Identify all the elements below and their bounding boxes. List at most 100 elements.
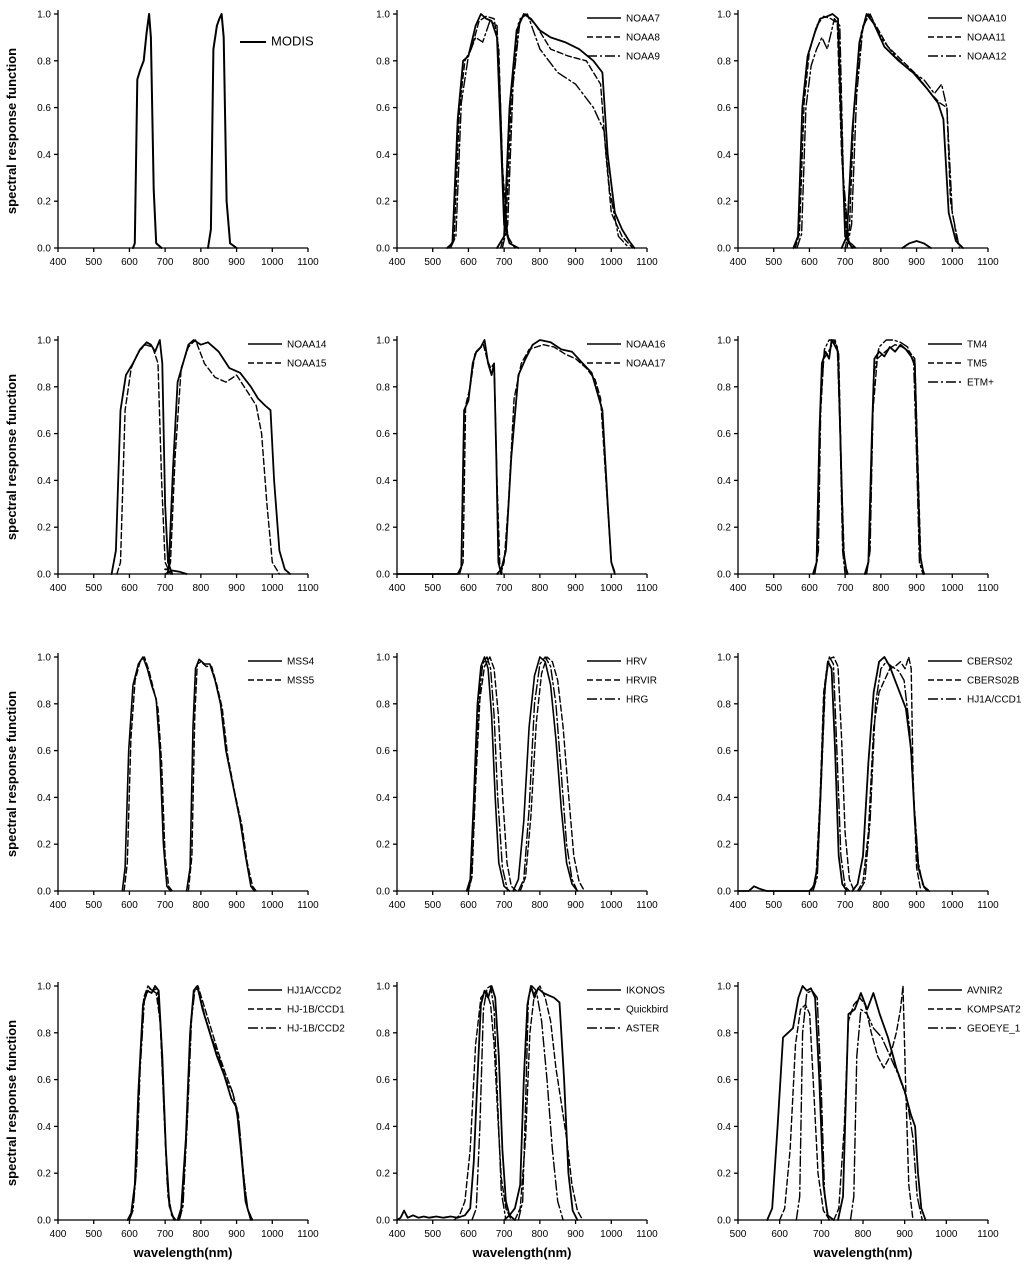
x-tick-label: 900 xyxy=(567,1229,584,1240)
legend-label: Quickbird xyxy=(626,1005,668,1016)
series-line-hrg xyxy=(517,656,579,892)
y-tick-label: 0.6 xyxy=(376,746,390,757)
y-tick-label: 0.4 xyxy=(717,1122,731,1133)
y-axis-title: spectral response function xyxy=(4,48,19,214)
legend-label: NOAA17 xyxy=(626,359,666,370)
x-tick-label: 1000 xyxy=(261,900,284,911)
x-tick-label: 1000 xyxy=(261,583,284,594)
x-tick-label: 1100 xyxy=(636,583,658,594)
x-tick-label: 800 xyxy=(193,257,210,268)
y-tick-label: 0.4 xyxy=(376,476,390,487)
y-tick-label: 0.0 xyxy=(376,570,390,581)
x-axis-title: wavelength(nm) xyxy=(813,1245,913,1260)
series-line-etm- xyxy=(865,339,924,575)
x-tick-label: 800 xyxy=(873,900,890,911)
series-line-ikonos xyxy=(396,985,516,1221)
legend-label: NOAA9 xyxy=(626,52,660,63)
y-tick-label: 0.2 xyxy=(37,840,51,851)
y-tick-label: 0.4 xyxy=(37,150,51,161)
x-tick-label: 700 xyxy=(837,257,854,268)
legend-label: CBERS02B xyxy=(967,676,1020,687)
x-tick-label: 600 xyxy=(801,257,818,268)
legend-label: NOAA12 xyxy=(967,52,1007,63)
series-line-quickbird xyxy=(453,990,512,1221)
series-line-modis xyxy=(207,13,238,249)
legend-label: GEOEYE_1 xyxy=(967,1024,1021,1035)
y-tick-label: 1.0 xyxy=(717,653,731,664)
series-line-noaa14 xyxy=(164,569,188,575)
x-tick-label: 1000 xyxy=(600,583,623,594)
x-tick-label: 900 xyxy=(567,257,584,268)
y-tick-label: 1.0 xyxy=(376,653,390,664)
series-line-noaa15 xyxy=(116,344,172,575)
legend-label: TM5 xyxy=(967,359,987,370)
y-tick-label: 0.4 xyxy=(717,476,731,487)
x-tick-label: 600 xyxy=(121,900,138,911)
series-line-noaa14 xyxy=(164,339,292,575)
legend-label: NOAA11 xyxy=(967,33,1006,44)
x-tick-label: 500 xyxy=(765,900,782,911)
legend-label: NOAA16 xyxy=(626,340,666,351)
x-tick-label: 600 xyxy=(460,1229,477,1240)
x-tick-label: 600 xyxy=(801,583,818,594)
series-line-hrvir xyxy=(519,656,586,892)
x-tick-label: 1000 xyxy=(935,1229,958,1240)
x-tick-label: 500 xyxy=(424,1229,441,1240)
y-tick-label: 0.6 xyxy=(37,103,51,114)
panel-p7: 0.0 0.2 0.4 0.6 0.8 1.0 400 500 600 700 800 900 1000… xyxy=(376,653,658,912)
y-tick-label: 1.0 xyxy=(717,336,731,347)
panel-p8: 0.0 0.2 0.4 0.6 0.8 1.0 400 500 600 700 800 900 1000… xyxy=(717,653,1022,912)
x-tick-label: 1100 xyxy=(297,1229,319,1240)
x-tick-label: 500 xyxy=(765,257,782,268)
y-tick-label: 0.6 xyxy=(37,1075,51,1086)
series-line-noaa7 xyxy=(496,13,636,249)
y-tick-label: 0.8 xyxy=(376,382,390,393)
y-tick-label: 1.0 xyxy=(717,982,731,993)
x-tick-label: 400 xyxy=(50,1229,67,1240)
x-tick-label: 900 xyxy=(567,583,584,594)
series-line-noaa12 xyxy=(796,18,857,249)
y-tick-label: 0.8 xyxy=(376,1028,390,1039)
x-tick-label: 1000 xyxy=(941,900,964,911)
y-tick-label: 0.2 xyxy=(717,1169,731,1180)
y-tick-label: 0.2 xyxy=(376,1169,390,1180)
x-tick-label: 800 xyxy=(193,1229,210,1240)
series-line-noaa15 xyxy=(166,339,281,575)
series-line-kompsat2 xyxy=(833,985,914,1221)
y-tick-label: 0.8 xyxy=(717,699,731,710)
series-line-hj1a-ccd1 xyxy=(858,661,928,892)
series-line-noaa12 xyxy=(846,13,961,249)
panel-p2: 0.0 0.2 0.4 0.6 0.8 1.0 400 500 600 700 800 900 1000… xyxy=(717,10,1007,269)
legend-label: NOAA8 xyxy=(626,33,660,44)
x-tick-label: 500 xyxy=(765,583,782,594)
series-line-tm5 xyxy=(865,344,926,575)
x-tick-label: 800 xyxy=(855,1229,872,1240)
y-axis-title: spectral response function xyxy=(4,374,19,540)
y-tick-label: 0.0 xyxy=(376,244,390,255)
x-tick-label: 400 xyxy=(50,257,67,268)
x-tick-label: 900 xyxy=(228,900,245,911)
x-tick-label: 400 xyxy=(389,583,406,594)
series-line-hj-1b-ccd2 xyxy=(178,987,254,1221)
x-tick-label: 500 xyxy=(85,583,102,594)
x-tick-label: 700 xyxy=(157,583,174,594)
y-tick-label: 0.8 xyxy=(717,56,731,67)
x-tick-label: 800 xyxy=(532,257,549,268)
x-tick-label: 1100 xyxy=(636,257,658,268)
legend-label: MSS5 xyxy=(287,676,315,687)
panel-p0: 0.0 0.2 0.4 0.6 0.8 1.0 400 500 600 700 800 900 1000… xyxy=(4,10,319,269)
legend-label: HJ-1B/CCD1 xyxy=(287,1005,345,1016)
legend-label: KOMPSAT2 xyxy=(967,1005,1021,1016)
x-tick-label: 600 xyxy=(460,257,477,268)
legend-label: HJ1A/CCD1 xyxy=(967,695,1022,706)
series-line-quickbird xyxy=(514,985,584,1221)
series-line-hj-1b-ccd2 xyxy=(128,987,177,1221)
x-tick-label: 900 xyxy=(228,1229,245,1240)
series-line-mss4 xyxy=(185,658,256,892)
y-tick-label: 1.0 xyxy=(37,336,51,347)
series-line-noaa17 xyxy=(458,344,504,575)
y-tick-label: 0.0 xyxy=(717,570,731,581)
x-tick-label: 600 xyxy=(771,1229,788,1240)
y-tick-label: 0.8 xyxy=(717,1028,731,1039)
